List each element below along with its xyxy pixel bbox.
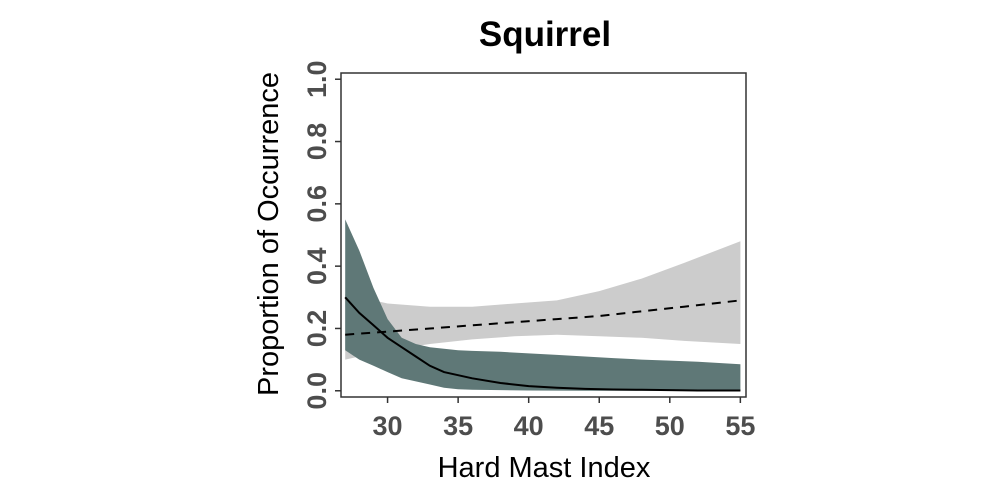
chart-title: Squirrel	[479, 15, 611, 54]
y-tick-label: 0.0	[302, 372, 332, 410]
plot-area	[344, 219, 741, 392]
y-tick-label: 0.8	[302, 123, 332, 161]
x-tick-label: 40	[514, 411, 544, 441]
y-tick-label: 0.2	[302, 310, 332, 348]
x-axis-label: Hard Mast Index	[438, 452, 651, 484]
series-line-1	[344, 296, 741, 392]
y-tick-label: 0.6	[302, 185, 332, 223]
x-tick-label: 55	[725, 411, 755, 441]
y-axis-label: Proportion of Occurrence	[253, 72, 285, 396]
axes: 30 35 40 45 50 55 0.0 0.2 0.4 0.6 0.8 1.0	[302, 60, 755, 441]
y-tick-label: 1.0	[302, 60, 332, 98]
confidence-band-2	[345, 241, 741, 360]
plot-frame	[340, 72, 747, 398]
y-tick-label: 0.4	[302, 247, 332, 285]
x-tick-label: 35	[443, 411, 473, 441]
x-tick-label: 45	[584, 411, 614, 441]
x-tick-label: 30	[373, 411, 403, 441]
confidence-band-1	[345, 219, 741, 391]
x-tick-label: 50	[655, 411, 685, 441]
